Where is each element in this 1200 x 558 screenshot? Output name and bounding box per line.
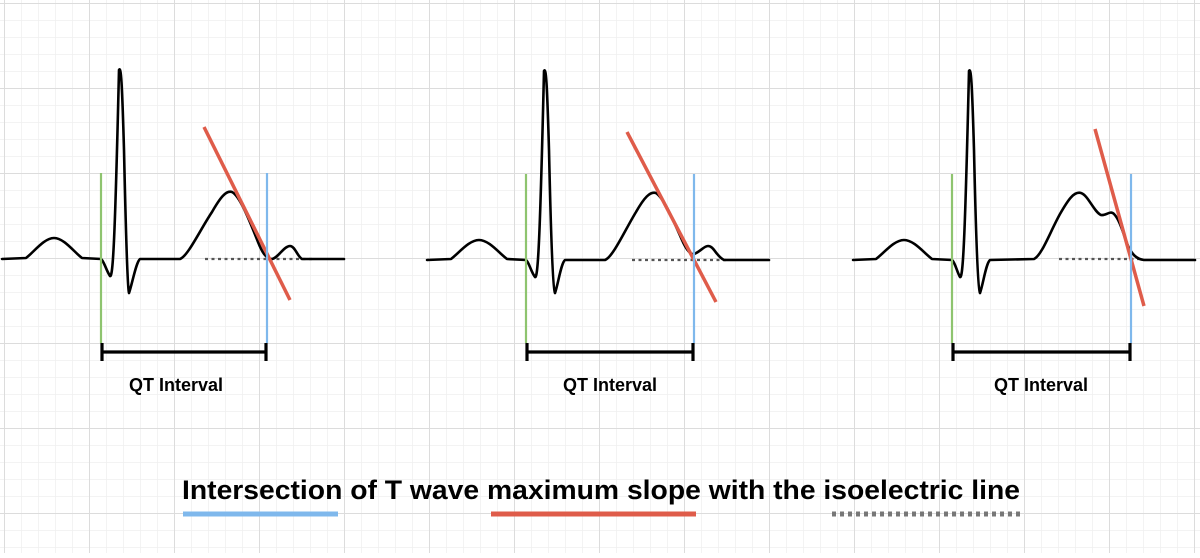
ecg-trace	[851, 69, 1197, 295]
qt-interval-label: QT Interval	[994, 375, 1088, 395]
qt-bracket	[951, 343, 1132, 361]
qt-interval-label: QT Interval	[563, 375, 657, 395]
qt-bracket	[100, 343, 268, 361]
ecg-panel-1: QT Interval	[0, 68, 346, 395]
max-slope-tangent	[625, 131, 718, 303]
qt-interval-label: QT Interval	[129, 375, 223, 395]
ecg-panel-3: QT Interval	[851, 69, 1197, 395]
max-slope-tangent	[1093, 128, 1146, 307]
max-slope-tangent	[202, 126, 292, 301]
qt-bracket	[525, 343, 695, 361]
ecg-panel-2: QT Interval	[425, 69, 771, 395]
diagram-title: Intersection of T wave maximum slope wit…	[182, 475, 1020, 505]
